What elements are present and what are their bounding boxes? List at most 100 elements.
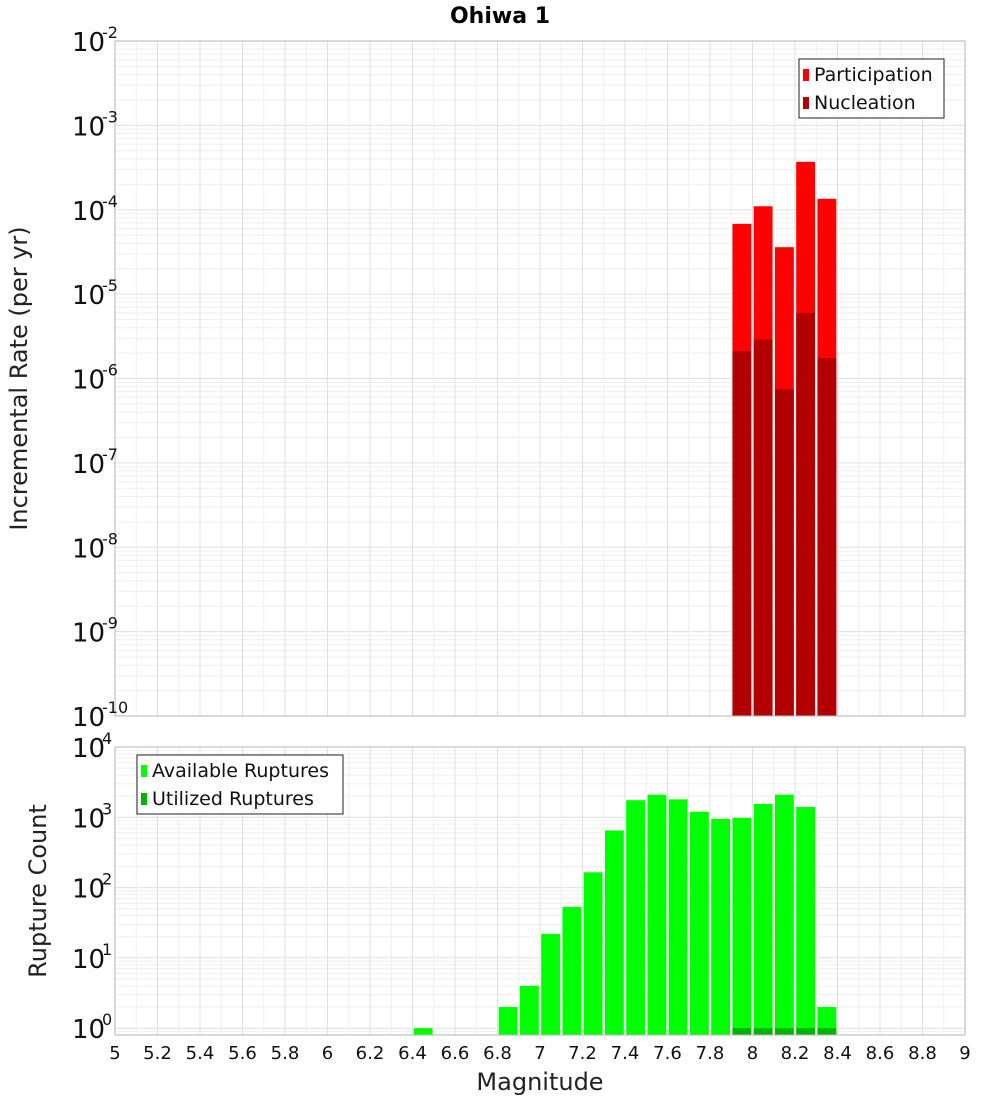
y-tick-label: 104 — [72, 729, 112, 764]
bar-available-ruptures — [541, 933, 561, 1035]
bar-available-ruptures — [774, 794, 794, 1035]
bar-nucleation — [732, 351, 752, 716]
y-tick-label: 100 — [72, 1010, 112, 1045]
y-tick-base: 10 — [72, 804, 105, 834]
x-tick-label: 5.2 — [143, 1043, 172, 1064]
bar-available-ruptures — [604, 830, 624, 1035]
legend: Participation Nucleation — [798, 58, 945, 119]
bar-utilized-ruptures — [753, 1028, 773, 1035]
bar-available-ruptures — [689, 811, 709, 1035]
y-tick-label: 10-9 — [72, 614, 118, 649]
x-tick-label: 8.6 — [866, 1043, 895, 1064]
bar-nucleation — [753, 339, 773, 716]
legend-label: Utilized Ruptures — [152, 788, 314, 810]
bar-available-ruptures — [668, 799, 688, 1035]
panel-rate: 10-210-310-410-510-610-710-810-910-10Inc… — [5, 4, 966, 733]
legend-swatch — [803, 97, 809, 109]
plot-frame — [114, 746, 966, 1036]
y-tick-label: 101 — [72, 940, 112, 975]
x-tick-label: 7.2 — [568, 1043, 597, 1064]
x-tick-label: 7.8 — [696, 1043, 725, 1064]
y-tick-exponent: -9 — [102, 614, 118, 633]
bar-nucleation — [774, 389, 794, 716]
bar-available-ruptures — [732, 817, 752, 1035]
x-tick-label: 8.2 — [781, 1043, 810, 1064]
y-tick-base: 10 — [72, 366, 105, 396]
legend-label: Participation — [814, 64, 933, 86]
y-tick-exponent: -10 — [102, 698, 128, 717]
y-tick-exponent: -5 — [102, 276, 118, 295]
x-tick-label: 8.4 — [823, 1043, 852, 1064]
y-tick-base: 10 — [72, 197, 105, 227]
legend-swatch — [141, 793, 147, 805]
x-tick-label: 6.6 — [441, 1043, 470, 1064]
x-tick-label: 6.4 — [398, 1043, 427, 1064]
legend-box — [798, 58, 945, 119]
y-tick-base: 10 — [72, 619, 105, 649]
x-tick-label: 6 — [322, 1043, 333, 1064]
y-tick-label: 10-10 — [72, 698, 128, 733]
y-tick-exponent: -3 — [102, 107, 118, 126]
y-tick-label: 103 — [72, 799, 112, 834]
x-tick-label: 5.8 — [271, 1043, 300, 1064]
y-tick-label: 10-3 — [72, 107, 118, 142]
y-tick-exponent: -2 — [102, 23, 118, 42]
x-tick-label: 5 — [109, 1043, 120, 1064]
bar-available-ruptures — [753, 803, 773, 1035]
y-tick-base: 10 — [72, 534, 105, 564]
y-tick-base: 10 — [72, 28, 105, 58]
y-tick-base: 10 — [72, 734, 105, 764]
y-tick-exponent: -7 — [102, 445, 118, 464]
y-tick-base: 10 — [72, 703, 105, 733]
y-tick-label: 102 — [72, 870, 112, 905]
y-tick-exponent: 1 — [102, 940, 112, 959]
y-tick-exponent: 3 — [102, 799, 112, 818]
bar-utilized-ruptures — [774, 1028, 794, 1035]
x-tick-label: 7.4 — [611, 1043, 640, 1064]
bar-available-ruptures — [498, 1007, 518, 1035]
y-axis-label: Incremental Rate (per yr) — [5, 226, 33, 530]
bar-nucleation — [817, 357, 837, 716]
x-tick-label: 8 — [747, 1043, 758, 1064]
y-tick-base: 10 — [72, 945, 105, 975]
y-tick-base: 10 — [72, 875, 105, 905]
x-tick-label: 7 — [534, 1043, 545, 1064]
x-tick-label: 6.2 — [356, 1043, 385, 1064]
y-tick-exponent: -4 — [102, 192, 118, 211]
y-tick-exponent: 2 — [102, 870, 112, 889]
y-tick-base: 10 — [72, 450, 105, 480]
y-tick-label: 10-5 — [72, 276, 118, 311]
x-tick-label: 8.8 — [908, 1043, 937, 1064]
bar-available-ruptures — [626, 800, 646, 1035]
x-tick-label: 5.4 — [186, 1043, 215, 1064]
bar-utilized-ruptures — [796, 1028, 816, 1035]
y-tick-label: 10-4 — [72, 192, 118, 227]
legend-box — [136, 754, 344, 815]
y-tick-base: 10 — [72, 281, 105, 311]
y-axis-label: Rupture Count — [24, 804, 52, 978]
y-tick-exponent: -6 — [102, 361, 118, 380]
bar-available-ruptures — [413, 1028, 433, 1035]
legend-swatch — [803, 69, 809, 81]
x-tick-label: 7.6 — [653, 1043, 682, 1064]
x-tick-label: 9 — [959, 1043, 970, 1064]
y-tick-label: 10-8 — [72, 529, 118, 564]
y-tick-exponent: -8 — [102, 529, 118, 548]
bar-available-ruptures — [796, 807, 816, 1035]
bar-available-ruptures — [817, 1007, 837, 1035]
chart-title: Ohiwa 1 — [450, 4, 550, 29]
y-tick-label: 10-6 — [72, 361, 118, 396]
bar-nucleation — [796, 312, 816, 716]
y-tick-label: 10-7 — [72, 445, 118, 480]
bar-available-ruptures — [519, 985, 539, 1035]
plot-frame — [114, 40, 966, 717]
bar-available-ruptures — [647, 794, 667, 1035]
y-tick-label: 10-2 — [72, 23, 118, 58]
bar-available-ruptures — [583, 872, 603, 1035]
y-tick-exponent: 0 — [102, 1010, 112, 1029]
bar-available-ruptures — [711, 818, 731, 1035]
legend-swatch — [141, 765, 147, 777]
